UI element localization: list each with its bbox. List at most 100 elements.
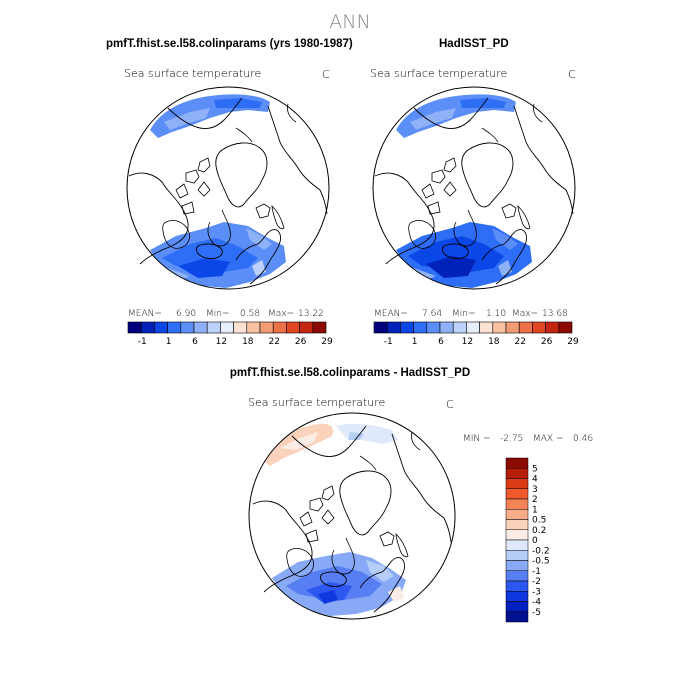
colorbar-swatch <box>140 321 155 334</box>
panel-a-map <box>126 86 330 290</box>
colorbar-tick-label: 18 <box>242 337 254 347</box>
colorbar-swatch <box>413 321 428 334</box>
colorbar-swatch <box>246 321 261 334</box>
colorbar-swatch <box>505 519 529 530</box>
panel-c-units: C <box>446 398 454 411</box>
panel-a-variable: Sea surface temperature <box>124 67 261 80</box>
colorbar-swatch <box>505 478 529 489</box>
colorbar-tick-label: 1 <box>412 337 418 347</box>
colorbar-swatch <box>180 321 195 334</box>
panel-c-variable: Sea surface temperature <box>248 396 385 409</box>
colorbar-tick-label: 29 <box>321 337 333 347</box>
panel-c-max-label: MAX = <box>533 434 564 444</box>
figure-title: ANN <box>329 11 370 33</box>
colorbar-tick-label: 3 <box>532 485 538 495</box>
colorbar-tick-label: 18 <box>488 337 500 347</box>
colorbar-tick-label: -3 <box>532 587 541 597</box>
panel-a-heading: pmfT.fhist.se.l58.colinparams (yrs 1980-… <box>106 38 353 50</box>
colorbar-swatch <box>505 580 529 592</box>
panel-c-heading: pmfT.fhist.se.l58.colinparams - HadISST_… <box>230 367 470 379</box>
panel-a-min-value: 0.58 <box>240 309 260 319</box>
colorbar-swatch <box>426 321 441 334</box>
colorbar-swatch <box>312 321 327 334</box>
panel-c-map <box>248 412 456 620</box>
colorbar-swatch <box>505 457 529 469</box>
colorbar-swatch <box>286 321 300 334</box>
panel-c-stats: MIN = -2.75 MAX = 0.46 <box>463 434 593 444</box>
colorbar-swatch <box>259 321 274 334</box>
colorbar-swatch <box>193 321 208 334</box>
panel-b-map <box>372 86 576 290</box>
colorbar-tick-label: 29 <box>567 337 579 347</box>
panel-b-heading: HadISST_PD <box>439 38 509 50</box>
colorbar-tick-label: -0.2 <box>532 546 550 556</box>
colorbar-swatch <box>545 321 560 334</box>
panel-a-units: C <box>322 68 330 81</box>
colorbar-swatch <box>127 321 142 334</box>
colorbar-swatch <box>505 529 529 541</box>
colorbar-swatch <box>505 539 529 551</box>
colorbar-tick-label: -1 <box>532 567 541 577</box>
colorbar-swatch <box>505 321 520 334</box>
colorbar-tick-label: 12 <box>462 337 473 347</box>
colorbar-swatch <box>532 321 546 334</box>
colorbar-swatch <box>492 321 507 334</box>
colorbar-tick-label: 4 <box>532 475 538 485</box>
panel-c-min-value: -2.75 <box>500 434 523 444</box>
colorbar-swatch <box>505 611 529 623</box>
panel-c-max-value: 0.46 <box>573 434 593 444</box>
colorbar-swatch <box>299 321 314 334</box>
panel-b-min-value: 1.10 <box>486 309 506 319</box>
colorbar-swatch <box>206 321 221 334</box>
panel-b-variable: Sea surface temperature <box>370 67 507 80</box>
panel-a-max-label: Max= <box>268 309 294 319</box>
colorbar-swatch <box>272 321 287 334</box>
colorbar-tick-label: -0.5 <box>532 557 550 567</box>
colorbar-swatch <box>373 321 388 334</box>
panel-b-stats: MEAN= 7.64 Min= 1.10 Max= 13.68 <box>374 309 568 319</box>
colorbar-swatch <box>505 570 529 582</box>
colorbar-tick-label: 0 <box>532 536 538 546</box>
colorbar-swatch <box>505 509 529 520</box>
colorbar-swatch <box>505 468 529 479</box>
colorbar-swatch <box>505 488 529 500</box>
colorbar-tick-label: 22 <box>268 337 279 347</box>
panel-b-colorbar-ticks: -1 1 6 12 18 22 26 29 <box>384 337 579 347</box>
panel-b-units: C <box>568 68 576 81</box>
panel-c-colorbar <box>505 457 529 623</box>
colorbar-tick-label: 12 <box>216 337 227 347</box>
colorbar-tick-label: -1 <box>138 337 147 347</box>
panel-b-mean-label: MEAN= <box>374 309 408 319</box>
colorbar-swatch <box>505 560 529 571</box>
colorbar-swatch <box>154 321 168 334</box>
colorbar-swatch <box>167 321 182 334</box>
colorbar-swatch <box>452 321 467 334</box>
colorbar-tick-label: 2 <box>532 495 538 505</box>
panel-a-colorbar-ticks: -1 1 6 12 18 22 26 29 <box>138 337 333 347</box>
colorbar-swatch <box>505 601 529 612</box>
panel-a-mean-value: 6.90 <box>176 309 196 319</box>
colorbar-tick-label: 6 <box>192 337 198 347</box>
colorbar-swatch <box>386 321 401 334</box>
colorbar-tick-label: -1 <box>384 337 393 347</box>
colorbar-tick-label: 22 <box>514 337 525 347</box>
colorbar-tick-label: -5 <box>532 608 541 618</box>
colorbar-swatch <box>505 591 529 602</box>
colorbar-swatch <box>400 321 414 334</box>
panel-b-min-label: Min= <box>452 309 476 319</box>
colorbar-tick-label: 0.2 <box>532 526 546 536</box>
colorbar-tick-label: 6 <box>438 337 444 347</box>
panel-a-mean-label: MEAN= <box>128 309 162 319</box>
colorbar-tick-label: -4 <box>532 598 541 608</box>
colorbar-tick-label: 5 <box>532 464 538 474</box>
colorbar-tick-label: 1 <box>532 505 538 515</box>
colorbar-swatch <box>479 321 494 334</box>
colorbar-swatch <box>466 321 480 334</box>
colorbar-tick-label: 0.5 <box>532 516 546 526</box>
panel-a-stats: MEAN= 6.90 Min= 0.58 Max= 13.22 <box>128 309 324 319</box>
colorbar-tick-label: 26 <box>541 337 553 347</box>
panel-b-colorbar <box>373 321 573 334</box>
colorbar-swatch <box>505 498 529 510</box>
